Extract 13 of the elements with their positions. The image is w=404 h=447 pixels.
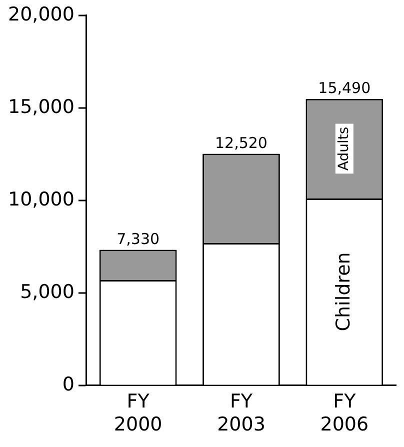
x-tick-label: FY 2006 (320, 390, 369, 436)
y-tick-label: 10,000 (8, 188, 74, 210)
y-tick-label: 20,000 (8, 3, 74, 26)
y-tick-label: 0 (62, 373, 74, 396)
series-label: Adults (336, 126, 352, 171)
y-tick-label: 15,000 (8, 96, 74, 118)
total-label: 12,520 (214, 134, 268, 152)
y-tick-label: 5,000 (20, 280, 74, 303)
x-tick-label: FY 2000 (114, 390, 162, 436)
series-label: Children (332, 252, 354, 332)
total-label: 7,330 (116, 230, 160, 248)
total-label: 15,490 (318, 79, 371, 98)
x-tick-label: FY 2003 (217, 390, 266, 436)
